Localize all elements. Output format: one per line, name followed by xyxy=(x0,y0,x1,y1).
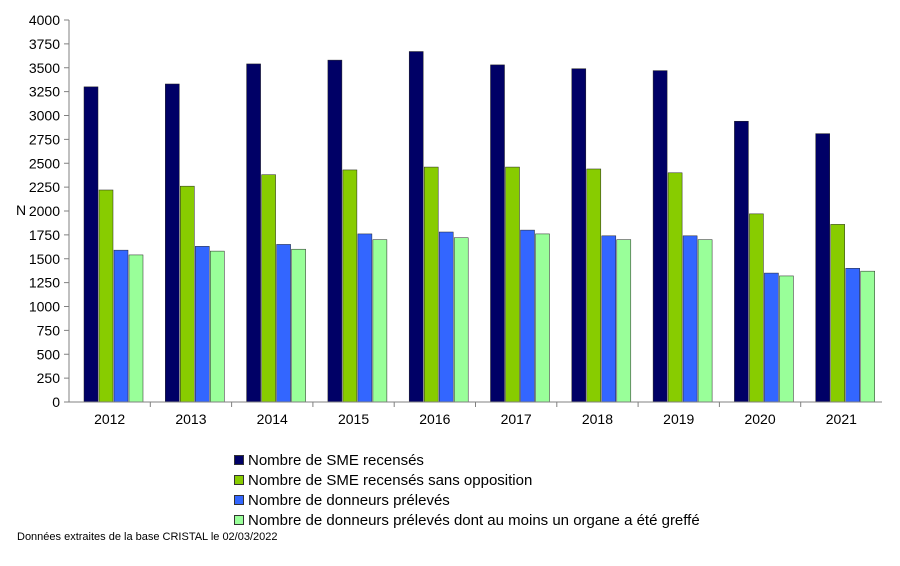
bar-2020-series-3 xyxy=(764,272,779,403)
legend-label: Nombre de SME recensés xyxy=(248,451,424,469)
y-tick-label: 1250 xyxy=(29,275,60,291)
bars xyxy=(83,51,875,403)
y-tick-label: 3250 xyxy=(29,84,60,100)
bar-2017-series-1 xyxy=(490,64,505,403)
bar-2016-series-4 xyxy=(453,237,469,403)
bar-2014-series-4 xyxy=(291,248,306,403)
y-tick-label: 3000 xyxy=(29,108,60,124)
bar-2020-series-2 xyxy=(749,213,764,403)
y-tick-label: 0 xyxy=(52,394,60,410)
y-tick-label: 1500 xyxy=(29,251,60,267)
bar-chart: 0 250 500 750 1000 1250 1500 1750 2000 2250 2500 27… xyxy=(16,12,882,427)
y-tick-label: 2500 xyxy=(29,155,60,171)
legend-label: Nombre de donneurs prélevés xyxy=(248,491,450,509)
legend-label: Nombre de donneurs prélevés dont au moin… xyxy=(248,511,700,529)
bar-2019-series-4 xyxy=(697,239,713,403)
bar-2015-series-2 xyxy=(342,169,358,403)
bar-2021-series-1 xyxy=(815,133,830,403)
x-axis-ticks: 2012 2013 2014 2015 2016 2017 2018 2019 2020 2021 xyxy=(94,402,857,427)
bar-2016-series-3 xyxy=(438,231,454,403)
bar-2015-series-1 xyxy=(327,59,343,403)
bar-2019-series-2 xyxy=(667,172,683,403)
bar-2017-series-3 xyxy=(520,229,535,403)
bar-2020-series-1 xyxy=(734,120,749,403)
bar-2014-series-3 xyxy=(276,244,291,403)
bar-2017-series-4 xyxy=(535,233,550,403)
legend-swatch xyxy=(234,455,244,465)
x-tick-label: 2021 xyxy=(826,411,857,427)
bar-2013-series-2 xyxy=(180,185,195,403)
bar-2019-series-3 xyxy=(682,235,698,403)
bar-2012-series-3 xyxy=(113,249,129,403)
bar-2014-series-1 xyxy=(246,63,261,403)
legend-item: Nombre de donneurs prélevés dont au moin… xyxy=(234,510,700,530)
y-tick-label: 2250 xyxy=(29,179,60,195)
bar-2021-series-4 xyxy=(860,270,875,403)
bar-2015-series-4 xyxy=(372,239,388,403)
legend-item: Nombre de SME recensés xyxy=(234,450,700,470)
legend-swatch xyxy=(234,495,244,505)
y-tick-label: 2000 xyxy=(29,203,60,219)
y-tick-label: 2750 xyxy=(29,131,60,147)
y-tick-label: 1000 xyxy=(29,299,60,315)
y-tick-label: 750 xyxy=(37,322,61,338)
bar-2013-series-3 xyxy=(195,246,210,403)
source-note: Données extraites de la base CRISTAL le … xyxy=(17,531,278,543)
bar-2021-series-2 xyxy=(830,224,845,403)
x-tick-label: 2012 xyxy=(94,411,125,427)
y-axis-label: N xyxy=(16,202,26,218)
bar-2013-series-1 xyxy=(165,83,180,403)
y-tick-label: 500 xyxy=(37,346,61,362)
legend-label: Nombre de SME recensés sans opposition xyxy=(248,471,533,489)
x-tick-label: 2015 xyxy=(338,411,369,427)
bar-2014-series-2 xyxy=(261,174,276,403)
x-tick-label: 2014 xyxy=(257,411,288,427)
y-tick-label: 3500 xyxy=(29,60,60,76)
bar-2012-series-2 xyxy=(98,189,114,403)
legend-swatch xyxy=(234,475,244,485)
y-tick-label: 250 xyxy=(37,370,61,386)
y-tick-label: 1750 xyxy=(29,227,60,243)
x-tick-label: 2018 xyxy=(582,411,613,427)
x-tick-label: 2017 xyxy=(501,411,532,427)
bar-2015-series-3 xyxy=(357,233,373,403)
y-tick-label: 4000 xyxy=(29,12,60,28)
bar-2013-series-4 xyxy=(210,250,225,403)
bar-2017-series-2 xyxy=(505,166,520,403)
bar-2012-series-1 xyxy=(83,86,99,403)
x-tick-label: 2016 xyxy=(419,411,450,427)
chart-legend: Nombre de SME recensés Nombre de SME rece… xyxy=(234,450,700,530)
bar-2021-series-3 xyxy=(845,268,860,403)
legend-item: Nombre de donneurs prélevés xyxy=(234,490,700,510)
x-tick-label: 2020 xyxy=(744,411,775,427)
y-axis-ticks: 0 250 500 750 1000 1250 1500 1750 2000 2250 2500 27… xyxy=(29,12,69,410)
bar-2016-series-2 xyxy=(423,166,439,403)
bar-2018-series-1 xyxy=(571,68,587,403)
bar-2019-series-1 xyxy=(652,70,668,403)
bar-2018-series-2 xyxy=(586,168,602,403)
bar-2012-series-4 xyxy=(128,254,144,403)
x-tick-label: 2019 xyxy=(663,411,694,427)
legend-item: Nombre de SME recensés sans opposition xyxy=(234,470,700,490)
bar-2018-series-4 xyxy=(616,239,632,403)
legend-swatch xyxy=(234,515,244,525)
bar-2020-series-4 xyxy=(779,275,794,403)
y-tick-label: 3750 xyxy=(29,36,60,52)
bar-2018-series-3 xyxy=(601,235,617,403)
bar-2016-series-1 xyxy=(408,51,424,403)
x-tick-label: 2013 xyxy=(175,411,206,427)
